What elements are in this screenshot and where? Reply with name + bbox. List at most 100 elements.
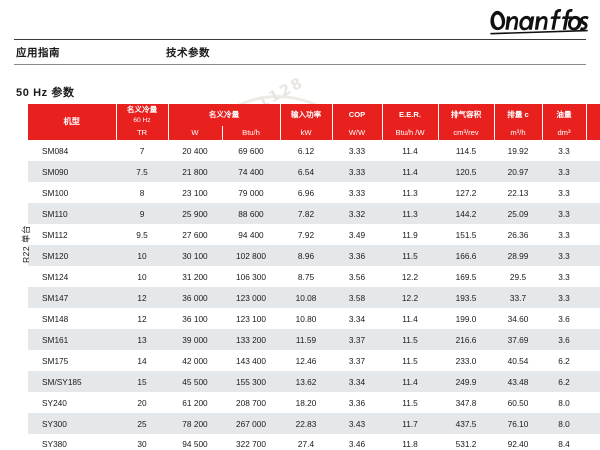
cell-eer: 11.3	[382, 182, 438, 203]
cell-flow: 19.92	[494, 140, 542, 161]
cell-kw: 10.08	[280, 287, 332, 308]
running-head: 应用指南 技术参数	[14, 39, 586, 65]
cell-btuh: 102 800	[222, 245, 280, 266]
running-head-left: 应用指南	[16, 47, 60, 59]
cell-kw: 6.54	[280, 161, 332, 182]
th-unit-kg: kg	[586, 126, 600, 140]
th-displacement-volume: 排气容积	[438, 104, 495, 126]
cell-flow: 34.60	[494, 308, 542, 329]
cell-weight: 150	[586, 392, 600, 413]
cell-eer: 11.3	[382, 203, 438, 224]
cell-model: SM/SY185	[28, 371, 116, 392]
cell-tr: 7.5	[116, 161, 168, 182]
cell-oil: 3.3	[542, 266, 586, 287]
cell-cop: 3.36	[332, 392, 382, 413]
spec-table: 机型 名义冷量 60 Hz 名义冷量 输入功率 COP E.E.R. 排气容积 …	[28, 104, 600, 450]
th-unit-cm3-rev: cm³/rev	[438, 126, 495, 140]
cell-kw: 8.75	[280, 266, 332, 287]
table-row: SM/SY185 15 45 500 155 300 13.62 3.34 11.4 249.…	[28, 371, 600, 392]
cell-flow: 37.69	[494, 329, 542, 350]
cell-kw: 11.59	[280, 329, 332, 350]
cell-cop: 3.43	[332, 413, 382, 434]
cell-cop: 3.37	[332, 350, 382, 371]
cell-flow: 33.7	[494, 287, 542, 308]
th-unit-ww: W/W	[332, 126, 383, 140]
cell-disp: 437.5	[438, 413, 494, 434]
cell-tr: 7	[116, 140, 168, 161]
table-row: SM148 12 36 100 123 100 10.80 3.34 11.4 199.0 34…	[28, 308, 600, 329]
cell-tr: 9.5	[116, 224, 168, 245]
cell-w: 61 200	[168, 392, 222, 413]
cell-kw: 8.96	[280, 245, 332, 266]
cell-tr: 10	[116, 245, 168, 266]
cell-cop: 3.32	[332, 203, 382, 224]
th-unit-m3-h: m³/h	[494, 126, 543, 140]
cell-oil: 3.3	[542, 182, 586, 203]
cell-w: 94 500	[168, 434, 222, 450]
cell-btuh: 123 100	[222, 308, 280, 329]
cell-eer: 11.8	[382, 434, 438, 450]
cell-tr: 12	[116, 308, 168, 329]
cell-model: SM175	[28, 350, 116, 371]
th-unit-dm3: dm³	[542, 126, 587, 140]
th-unit-w: W	[168, 126, 223, 140]
cell-oil: 3.3	[542, 203, 586, 224]
cell-flow: 26.36	[494, 224, 542, 245]
table-row: SY240 20 61 200 208 700 18.20 3.36 11.5 347.8 60…	[28, 392, 600, 413]
cell-tr: 13	[116, 329, 168, 350]
cell-model: SM112	[28, 224, 116, 245]
cell-weight: 64	[586, 224, 600, 245]
cell-w: 20 400	[168, 140, 222, 161]
cell-w: 39 000	[168, 329, 222, 350]
cell-cop: 3.33	[332, 140, 382, 161]
cell-disp: 127.2	[438, 182, 494, 203]
table-row: SM110 9 25 900 88 600 7.82 3.32 11.3 144.2 25.09…	[28, 203, 600, 224]
cell-kw: 6.12	[280, 140, 332, 161]
cell-oil: 6.2	[542, 350, 586, 371]
cell-btuh: 74 400	[222, 161, 280, 182]
cell-disp: 199.0	[438, 308, 494, 329]
th-unit-tr: TR	[116, 126, 169, 140]
th-nominal-capacity-60hz-sub: 60 Hz	[133, 116, 151, 124]
danfoss-logo	[486, 6, 590, 36]
table-row: SY380 30 94 500 322 700 27.4 3.46 11.8 531.2 92.…	[28, 434, 600, 450]
cell-eer: 12.2	[382, 266, 438, 287]
cell-w: 27 600	[168, 224, 222, 245]
cell-cop: 3.58	[332, 287, 382, 308]
cell-tr: 9	[116, 203, 168, 224]
cell-cop: 3.36	[332, 245, 382, 266]
cell-flow: 25.09	[494, 203, 542, 224]
cell-model: SM147	[28, 287, 116, 308]
th-nominal-capacity-60hz: 名义冷量 60 Hz	[116, 104, 169, 126]
cell-w: 23 100	[168, 182, 222, 203]
cell-model: SY240	[28, 392, 116, 413]
cell-model: SM084	[28, 140, 116, 161]
cell-weight: 100	[586, 371, 600, 392]
th-flow-rate: 排量 c	[494, 104, 543, 126]
cell-cop: 3.33	[332, 182, 382, 203]
cell-weight: 67	[586, 287, 600, 308]
table-row: SM147 12 36 000 123 000 10.08 3.58 12.2 193.5 33…	[28, 287, 600, 308]
header-row-units: TR W Btu/h kW W/W Btu/h /W cm³/rev m³/h …	[28, 126, 600, 140]
cell-model: SM120	[28, 245, 116, 266]
cell-eer: 11.5	[382, 329, 438, 350]
cell-btuh: 88 600	[222, 203, 280, 224]
cell-w: 36 100	[168, 308, 222, 329]
table-row: SM124 10 31 200 106 300 8.75 3.56 12.2 169.5 29.…	[28, 266, 600, 287]
cell-disp: 249.9	[438, 371, 494, 392]
cell-kw: 27.4	[280, 434, 332, 450]
cell-w: 78 200	[168, 413, 222, 434]
th-unit-btuh: Btu/h	[222, 126, 281, 140]
cell-kw: 10.80	[280, 308, 332, 329]
cell-oil: 3.6	[542, 329, 586, 350]
cell-btuh: 94 400	[222, 224, 280, 245]
cell-model: SM148	[28, 308, 116, 329]
cell-weight: 100	[586, 350, 600, 371]
cell-disp: 193.5	[438, 287, 494, 308]
cell-eer: 11.5	[382, 245, 438, 266]
cell-cop: 3.49	[332, 224, 382, 245]
cell-btuh: 208 700	[222, 392, 280, 413]
cell-flow: 60.50	[494, 392, 542, 413]
cell-disp: 233.0	[438, 350, 494, 371]
cell-w: 45 500	[168, 371, 222, 392]
